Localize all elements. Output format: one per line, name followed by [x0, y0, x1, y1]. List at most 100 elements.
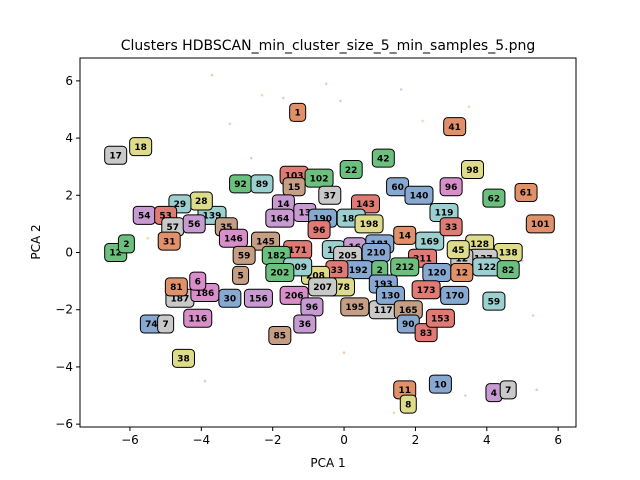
- cluster-label: 143: [350, 194, 380, 214]
- cluster-label: 210: [361, 243, 391, 263]
- cluster-label: 61: [514, 182, 538, 202]
- cluster-label-text: 146: [224, 234, 243, 244]
- cluster-label-text: 101: [531, 220, 550, 230]
- cluster-label: 96: [300, 297, 324, 317]
- cluster-label-text: 170: [445, 292, 464, 302]
- cluster-label: 202: [265, 263, 295, 283]
- x-tick-label: 6: [554, 433, 562, 447]
- background-point: [249, 156, 253, 160]
- cluster-label-box: [446, 240, 470, 260]
- x-axis-label: PCA 1: [310, 456, 345, 470]
- cluster-label: 54: [132, 205, 156, 225]
- cluster-label: 37: [318, 185, 342, 205]
- cluster-label-text: 209: [288, 263, 307, 273]
- cluster-label-text: 1: [295, 109, 301, 119]
- cluster-label: 212: [390, 257, 420, 277]
- y-axis-label: PCA 2: [29, 224, 43, 259]
- y-tick-label: 6: [65, 74, 73, 88]
- cluster-label-box: [499, 380, 517, 400]
- cluster-label-text: 5: [237, 272, 243, 282]
- cluster-label-text: 53: [159, 212, 172, 222]
- cluster-label-box: [293, 314, 317, 334]
- cluster-label-text: 85: [274, 332, 287, 342]
- cluster-label-box: [282, 177, 306, 197]
- cluster-label-box: [304, 168, 334, 188]
- cluster-label-box: [164, 277, 188, 297]
- cluster-label-text: 139: [203, 212, 222, 222]
- cluster-label: 36: [293, 314, 317, 334]
- cluster-label-box: [318, 185, 342, 205]
- cluster-label: 192: [343, 260, 373, 280]
- y-tick-label: −6: [55, 417, 73, 431]
- cluster-label-text: 119: [435, 209, 454, 219]
- cluster-label: 164: [265, 208, 295, 228]
- background-point: [210, 73, 214, 77]
- cluster-label-box: [354, 214, 384, 234]
- cluster-label-text: 17: [109, 151, 122, 161]
- cluster-label-box: [450, 263, 474, 283]
- cluster-label-text: 98: [466, 166, 479, 176]
- cluster-label-text: 38: [177, 355, 190, 365]
- cluster-label-text: 210: [367, 249, 386, 259]
- cluster-label: 116: [183, 308, 213, 328]
- cluster-label: 1: [289, 102, 307, 122]
- cluster-label-text: 96: [306, 303, 319, 313]
- cluster-label-text: 14: [398, 232, 411, 242]
- cluster-label-text: 130: [381, 292, 400, 302]
- cluster-label: 10: [428, 374, 452, 394]
- cluster-label-text: 173: [417, 286, 436, 296]
- cluster-label: 22: [339, 160, 363, 180]
- cluster-label: 18: [129, 137, 153, 157]
- cluster-label-text: 153: [431, 315, 450, 325]
- cluster-label-text: 59: [238, 252, 251, 262]
- cluster-label-box: [496, 260, 520, 280]
- cluster-label-text: 81: [170, 283, 183, 293]
- cluster-label: 7: [499, 380, 517, 400]
- cluster-label: 38: [171, 348, 195, 368]
- cluster-label: 96: [307, 220, 331, 240]
- cluster-label-box: [265, 263, 295, 283]
- cluster-label: 7: [157, 314, 175, 334]
- cluster-label-text: 61: [520, 189, 533, 199]
- y-tick-label: 0: [65, 246, 73, 260]
- cluster-label-box: [371, 148, 395, 168]
- background-point: [260, 93, 264, 97]
- cluster-label-box: [404, 185, 434, 205]
- background-point: [464, 394, 467, 397]
- cluster-label-text: 14: [277, 200, 290, 210]
- cluster-label-box: [339, 160, 363, 180]
- cluster-label-box: [157, 231, 181, 251]
- cluster-label-text: 193: [374, 280, 393, 290]
- background-point: [146, 236, 150, 240]
- cluster-label-text: 31: [163, 237, 176, 247]
- cluster-label-box: [232, 265, 250, 285]
- cluster-label-text: 205: [338, 252, 357, 262]
- background-point: [399, 88, 403, 91]
- cluster-label: 140: [404, 185, 434, 205]
- cluster-label: 4: [485, 383, 503, 403]
- cluster-label: 59: [232, 245, 256, 265]
- cluster-label-text: 165: [399, 306, 418, 316]
- background-point: [342, 351, 346, 354]
- cluster-label-text: 33: [331, 266, 344, 276]
- cluster-label-text: 2: [377, 266, 383, 276]
- cluster-label-box: [129, 137, 153, 157]
- cluster-label: 145: [251, 231, 281, 251]
- cluster-label: 122: [472, 257, 502, 277]
- cluster-label: 195: [340, 297, 370, 317]
- cluster-label-text: 60: [391, 183, 404, 193]
- cluster-label-box: [307, 220, 331, 240]
- cluster-label: 205: [333, 245, 363, 265]
- cluster-label-text: 140: [410, 192, 429, 202]
- y-tick-label: −4: [55, 360, 73, 374]
- cluster-label-text: 18: [134, 143, 147, 153]
- cluster-label-text: 128: [470, 240, 489, 250]
- cluster-label-text: 54: [138, 212, 151, 222]
- cluster-label-box: [440, 285, 470, 305]
- cluster-label-text: 29: [174, 200, 187, 210]
- cluster-label-text: 187: [171, 294, 190, 304]
- cluster-label: 81: [164, 277, 188, 297]
- cluster-label-text: 7: [163, 320, 169, 330]
- cluster-label: 165: [393, 300, 423, 320]
